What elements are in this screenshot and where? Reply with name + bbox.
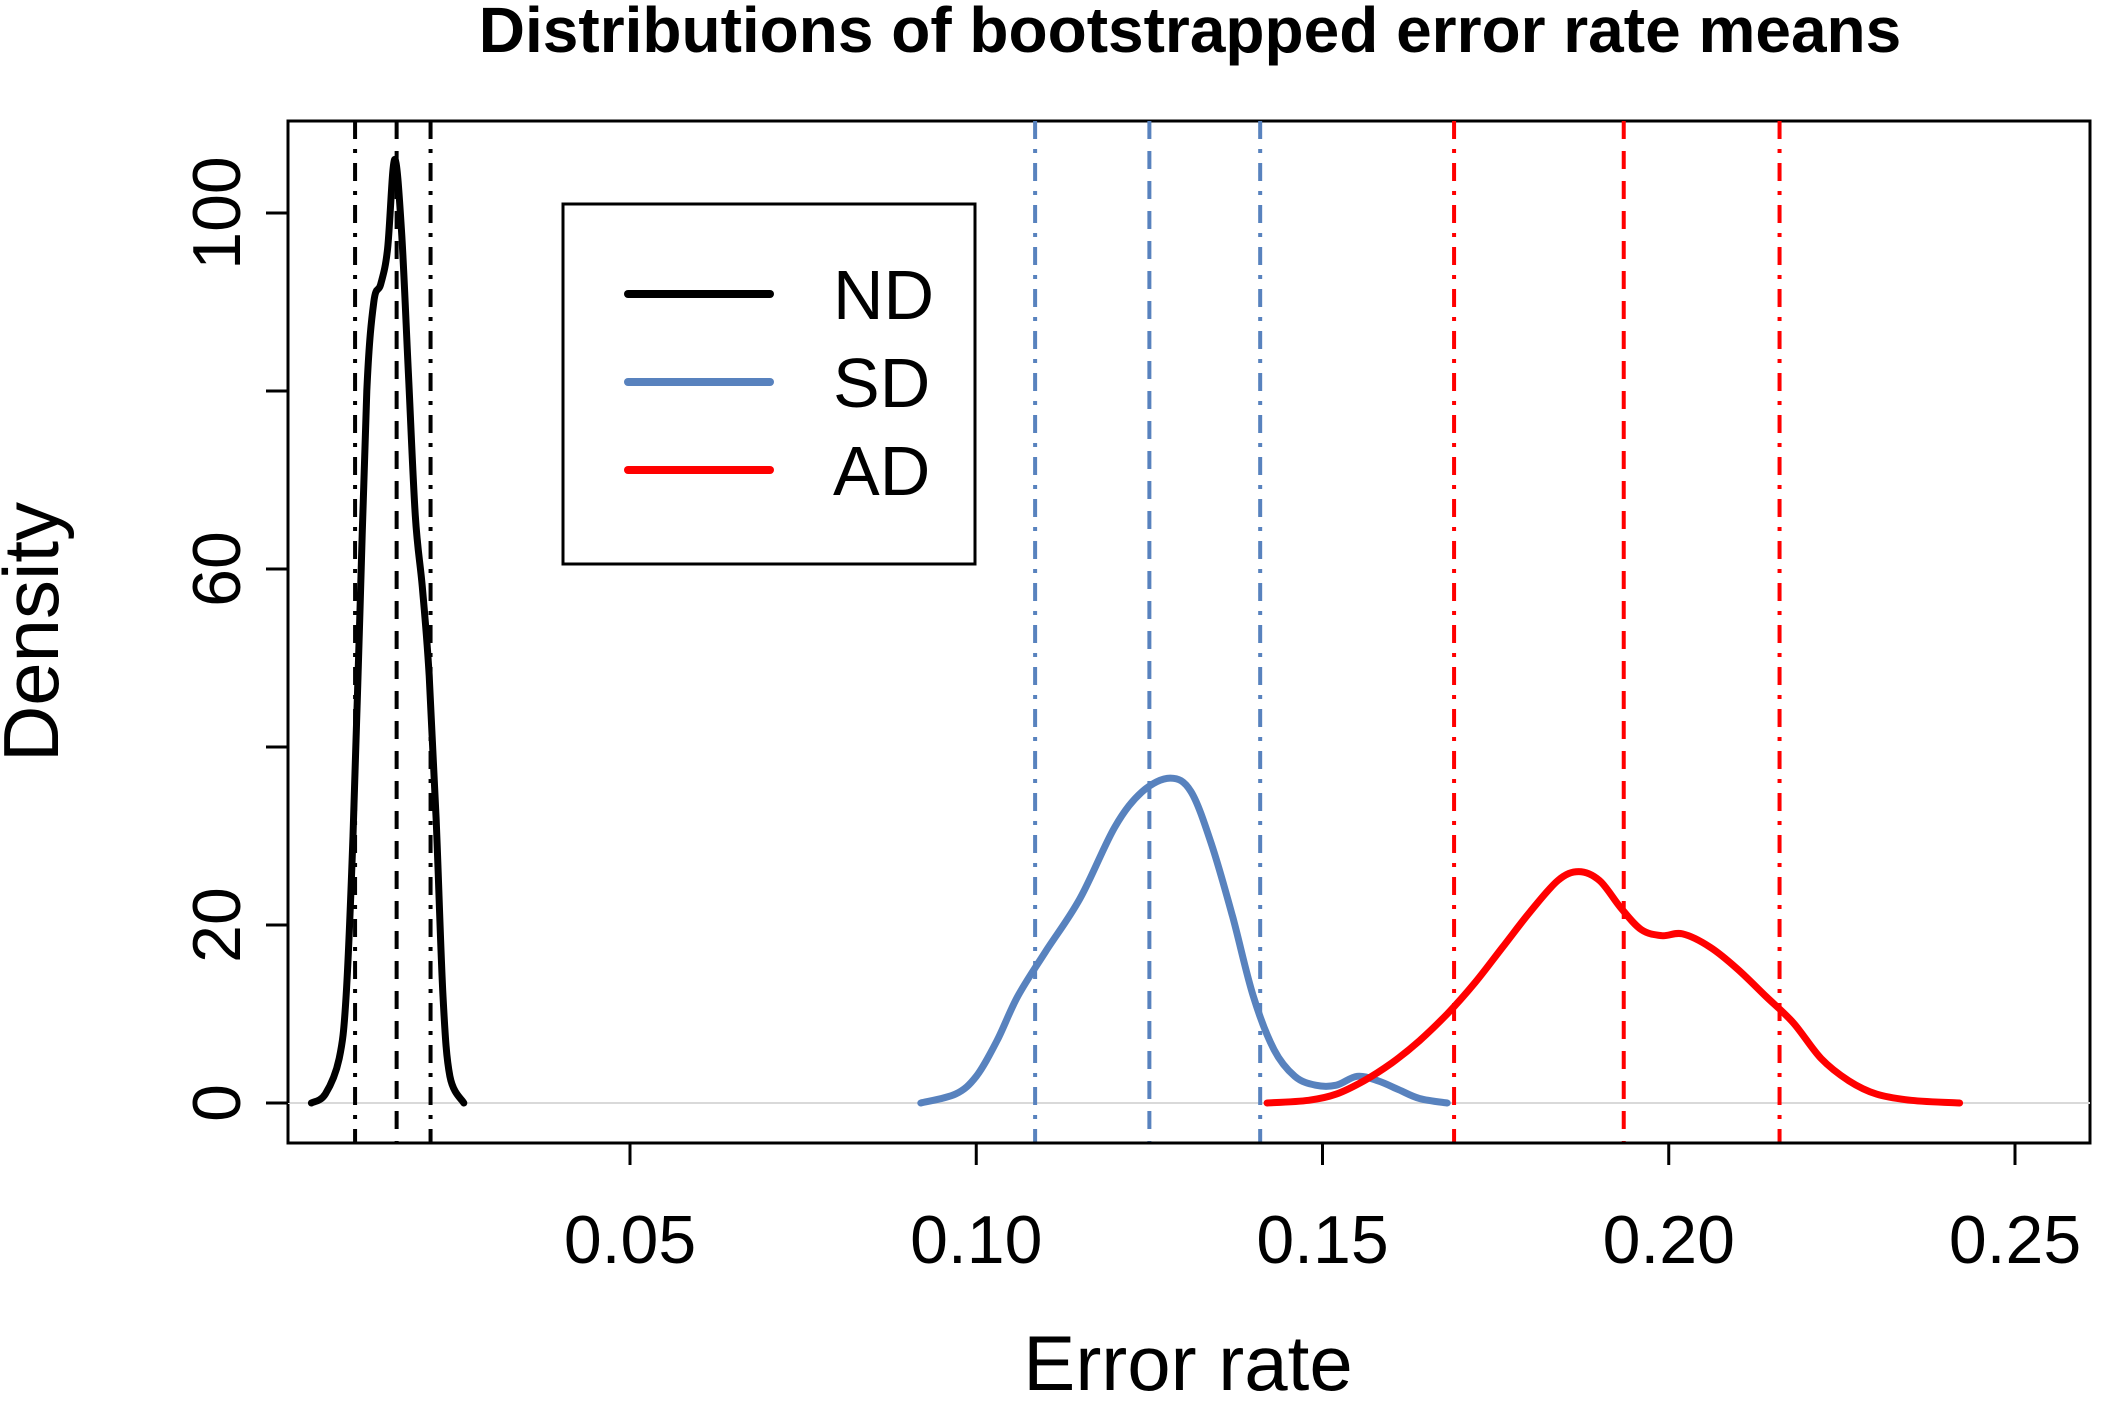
y-axis: 0 20 60 100	[179, 156, 290, 1122]
y-tick-label: 20	[179, 887, 255, 963]
nd-density-curve	[307, 156, 468, 1107]
x-axis-label: Error rate	[1023, 1319, 1352, 1404]
y-tick-label: 100	[179, 156, 255, 269]
y-axis-label: Density	[0, 502, 75, 762]
x-tick-label: 0.10	[910, 1202, 1042, 1278]
density-curves	[307, 156, 1964, 1107]
y-tick-label: 60	[179, 531, 255, 607]
legend-label-nd: ND	[833, 256, 934, 334]
y-tick-label: 0	[179, 1084, 255, 1122]
legend-label-sd: SD	[833, 344, 930, 422]
legend: ND SD AD	[561, 202, 977, 566]
x-tick-label: 0.05	[564, 1202, 696, 1278]
ad-density-curve	[1263, 868, 1964, 1107]
x-tick-label: 0.25	[1949, 1202, 2081, 1278]
sd-density-curve	[917, 774, 1451, 1107]
plot-frame	[286, 119, 2092, 1145]
x-tick-label: 0.15	[1256, 1202, 1388, 1278]
legend-label-ad: AD	[833, 432, 930, 510]
plot-area	[286, 119, 2092, 1145]
chart-title: Distributions of bootstrapped error rate…	[479, 0, 1901, 66]
x-axis: 0.05 0.10 0.15 0.20 0.25	[564, 1141, 2081, 1278]
x-tick-label: 0.20	[1603, 1202, 1735, 1278]
